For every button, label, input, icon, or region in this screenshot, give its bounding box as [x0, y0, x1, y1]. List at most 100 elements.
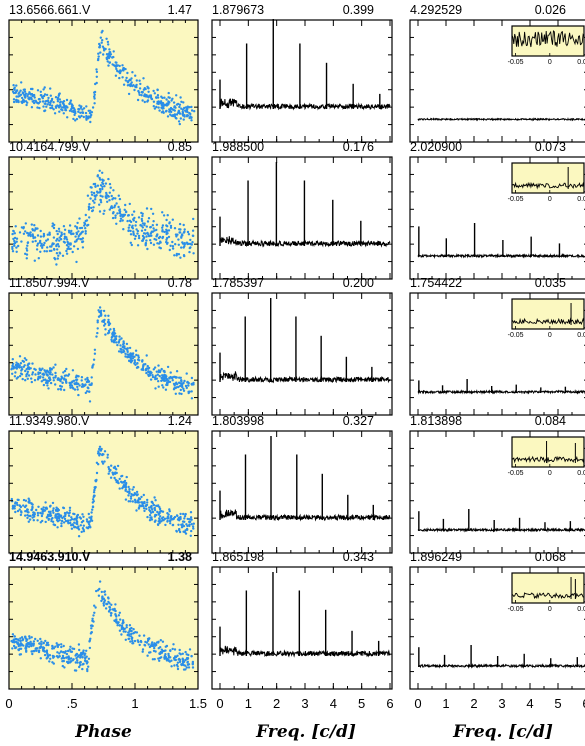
phase-point: [134, 234, 137, 238]
phase-point: [72, 647, 76, 651]
phase-point: [15, 240, 18, 243]
phase-point: [161, 378, 164, 382]
phase-point: [56, 96, 60, 100]
phase-point: [117, 350, 121, 353]
phase-point: [82, 515, 85, 518]
phase-point: [184, 384, 188, 388]
phase-point: [111, 216, 115, 220]
inset-tick-label: 0.05: [577, 332, 585, 339]
phase-point: [136, 98, 140, 102]
phase-point: [45, 105, 48, 108]
phase-point: [17, 365, 20, 368]
phase-point: [154, 387, 157, 390]
phase-point: [147, 90, 150, 94]
phase-point: [31, 503, 34, 506]
phase-point: [132, 632, 135, 635]
phase-point: [100, 309, 103, 312]
phase-point: [26, 372, 29, 375]
phase-point: [61, 660, 64, 663]
phase-point: [142, 365, 145, 368]
phase-point: [78, 661, 82, 665]
phase-point: [129, 640, 132, 643]
phase-point: [118, 629, 122, 632]
phase-point: [163, 654, 167, 658]
phase-point: [179, 388, 182, 392]
phase-point: [161, 96, 164, 100]
phase-point: [63, 517, 67, 521]
phase-point: [176, 661, 180, 664]
phase-point: [151, 375, 155, 379]
phase-point: [113, 619, 116, 622]
phase-point: [86, 224, 89, 227]
phase-point: [180, 100, 183, 104]
phase-point: [94, 606, 97, 609]
phase-point: [96, 327, 99, 330]
phase-point: [107, 597, 110, 600]
phase-point: [108, 54, 111, 57]
phase-point: [141, 99, 144, 102]
phase-point: [161, 110, 165, 113]
inset-tick-label: 0.05: [577, 470, 585, 477]
phase-point: [13, 244, 16, 247]
phase-point: [84, 213, 88, 217]
phase-point: [128, 630, 131, 633]
periodogram-noise-line: [418, 662, 585, 669]
phase-point: [178, 222, 182, 226]
phase-point: [97, 594, 101, 597]
phase-point: [26, 516, 29, 520]
phase-point: [126, 219, 129, 223]
phase-point: [62, 371, 65, 374]
phase-point: [95, 70, 99, 74]
phase-point: [157, 236, 161, 240]
phase-point: [68, 511, 71, 514]
phase-point: [88, 400, 92, 403]
phase-point: [97, 450, 100, 453]
phase-point: [48, 249, 52, 253]
phase-point: [12, 230, 15, 233]
phase-point: [115, 67, 118, 71]
phase-point: [14, 510, 17, 514]
phase-point: [150, 516, 153, 519]
phase-point: [61, 254, 65, 257]
phase-point: [129, 78, 132, 82]
phase-point: [22, 227, 25, 230]
phase-point: [133, 216, 136, 220]
phase-point: [156, 102, 159, 105]
phase-point: [154, 377, 158, 380]
phase-point: [112, 50, 115, 53]
phase-point: [73, 113, 76, 117]
phase-point: [46, 381, 49, 385]
phase-point: [91, 617, 94, 620]
inset-tick-label: 0.05: [577, 59, 585, 66]
phase-point: [138, 504, 141, 507]
phase-point: [42, 105, 45, 108]
phase-point: [40, 507, 43, 511]
phase-point: [52, 108, 55, 111]
phase-point: [63, 511, 67, 515]
phase-point: [98, 44, 102, 47]
inset-tick-label: -0.05: [508, 196, 524, 203]
phase-point: [10, 497, 13, 501]
phase-point: [52, 101, 55, 104]
phase-point: [84, 219, 88, 223]
phase-point: [165, 218, 168, 222]
phase-point: [31, 362, 34, 365]
phase-point: [101, 462, 105, 465]
phase-point: [166, 214, 169, 217]
phase-point: [14, 502, 17, 505]
periodogram-noise-line: [219, 98, 391, 111]
phase-point: [57, 106, 61, 109]
phase-point: [26, 244, 29, 247]
phase-point: [178, 112, 182, 115]
phase-point: [91, 366, 94, 369]
phase-point: [44, 501, 47, 504]
phase-point: [92, 182, 96, 186]
phase-point: [149, 239, 152, 242]
phase-point: [145, 225, 148, 228]
phase-point: [114, 337, 118, 341]
phase-point: [190, 116, 193, 120]
phase-point: [30, 377, 33, 380]
phase-point: [161, 236, 164, 240]
phase-point: [38, 646, 42, 649]
phase-point: [185, 372, 188, 375]
